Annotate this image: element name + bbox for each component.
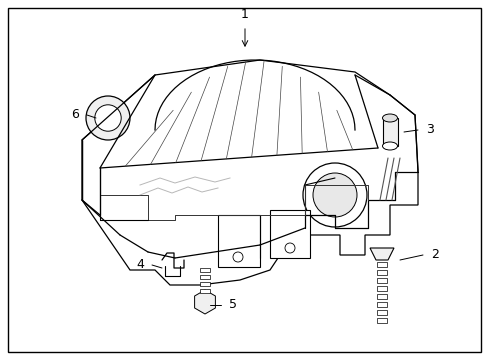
Bar bbox=[200, 282, 209, 286]
Bar bbox=[376, 310, 386, 315]
Text: 4: 4 bbox=[136, 258, 143, 271]
Text: 1: 1 bbox=[241, 8, 248, 21]
Text: 3: 3 bbox=[425, 123, 433, 136]
Bar bbox=[269, 210, 309, 258]
Bar bbox=[382, 118, 397, 146]
Bar bbox=[376, 294, 386, 299]
Text: 5: 5 bbox=[228, 298, 237, 311]
Bar bbox=[218, 215, 260, 267]
Bar bbox=[200, 289, 209, 293]
Circle shape bbox=[303, 163, 366, 227]
Bar bbox=[376, 318, 386, 323]
Bar bbox=[200, 268, 209, 272]
Bar bbox=[200, 275, 209, 279]
Bar bbox=[376, 286, 386, 291]
Polygon shape bbox=[369, 248, 393, 260]
Text: 2: 2 bbox=[430, 248, 438, 261]
Bar bbox=[376, 302, 386, 307]
Text: 6: 6 bbox=[71, 108, 79, 121]
Bar bbox=[376, 262, 386, 267]
Circle shape bbox=[285, 243, 294, 253]
Ellipse shape bbox=[382, 114, 397, 122]
Circle shape bbox=[312, 173, 356, 217]
Circle shape bbox=[95, 105, 121, 131]
Polygon shape bbox=[82, 60, 417, 285]
Ellipse shape bbox=[382, 142, 397, 150]
Bar bbox=[376, 278, 386, 283]
Circle shape bbox=[232, 252, 243, 262]
Bar bbox=[376, 270, 386, 275]
Circle shape bbox=[86, 96, 130, 140]
